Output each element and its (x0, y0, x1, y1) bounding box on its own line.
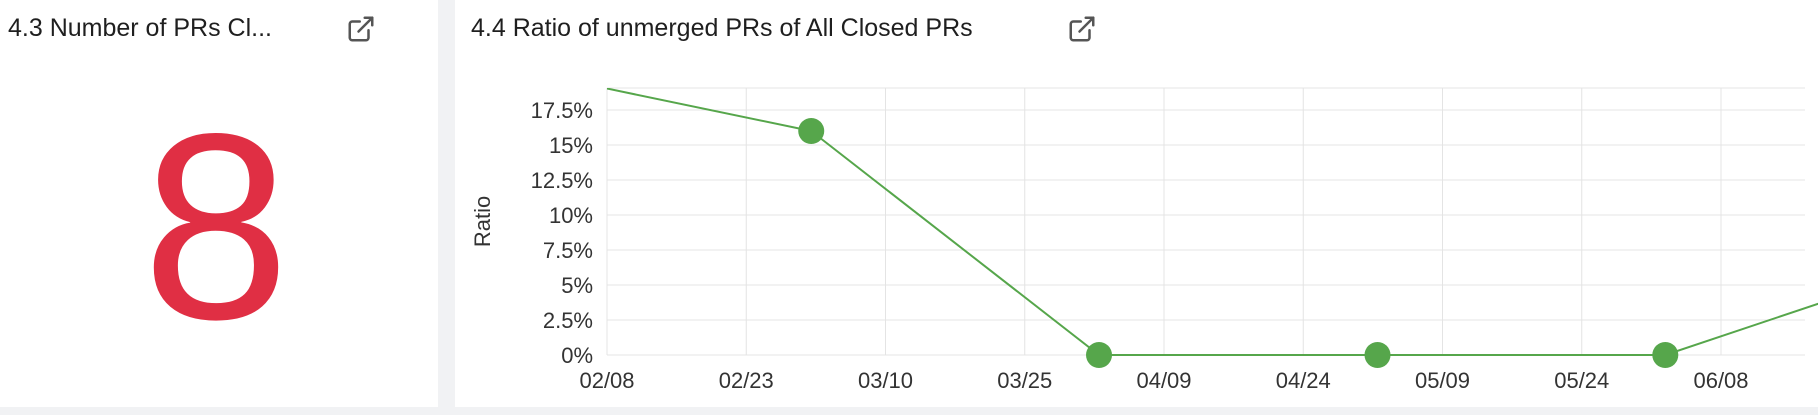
panel-title: 4.3 Number of PRs Cl... (8, 14, 272, 42)
x-tick-label: 06/08 (1693, 368, 1748, 393)
y-axis-label: Ratio (470, 196, 495, 247)
line-chart[interactable]: 0% 2.5% 5% 7.5% 10% 12.5% 15% 17.5% 02/08 02/23 03… (455, 0, 1818, 407)
x-tick-label: 02/08 (579, 368, 634, 393)
y-tick-label: 10% (549, 203, 593, 228)
data-point (1652, 342, 1679, 368)
stat-panel: 4.3 Number of PRs Cl... 8 (0, 0, 438, 407)
y-tick-label: 5% (561, 273, 593, 298)
y-tick-label: 0% (561, 343, 593, 368)
data-point (1364, 342, 1391, 368)
x-tick-label: 05/09 (1415, 368, 1470, 393)
chart-panel: 4.4 Ratio of unmerged PRs of All Closed … (455, 0, 1818, 407)
data-point (798, 118, 825, 144)
x-tick-label: 03/25 (997, 368, 1052, 393)
external-link-icon[interactable] (1067, 14, 1097, 44)
x-tick-label: 04/24 (1276, 368, 1331, 393)
x-tick-label: 05/24 (1554, 368, 1609, 393)
y-tick-label: 7.5% (543, 238, 593, 263)
y-tick-label: 15% (549, 133, 593, 158)
external-link-icon[interactable] (346, 14, 376, 44)
panel-title: 4.4 Ratio of unmerged PRs of All Closed … (471, 14, 973, 42)
x-tick-label: 03/10 (858, 368, 913, 393)
data-point (1086, 342, 1113, 368)
x-tick-label: 02/23 (719, 368, 774, 393)
y-tick-label: 12.5% (531, 168, 593, 193)
y-tick-label: 17.5% (531, 98, 593, 123)
stat-value: 8 (142, 79, 290, 375)
y-tick-label: 2.5% (543, 308, 593, 333)
x-tick-label: 04/09 (1136, 368, 1191, 393)
